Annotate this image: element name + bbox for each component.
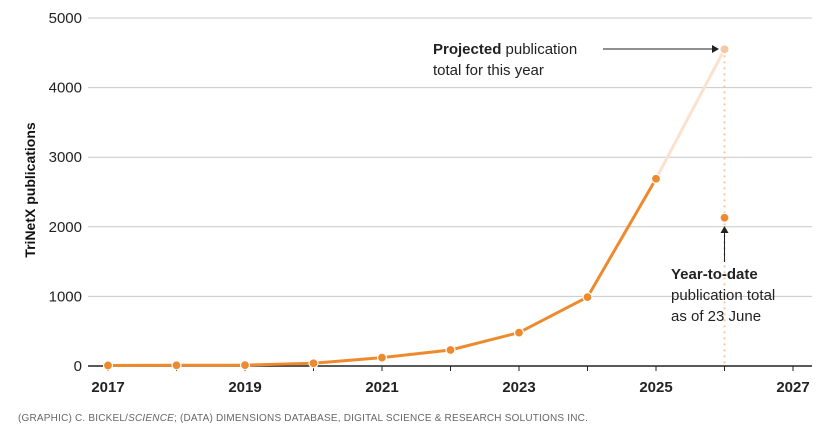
x-tick-label-2019: 2019 <box>228 379 261 396</box>
year-to-date-point <box>719 212 730 223</box>
y-tick-label-0: 0 <box>74 358 82 375</box>
y-tick-labels: 0 1000 2000 3000 4000 5000 <box>49 10 82 375</box>
x-tick-label-2023: 2023 <box>502 379 535 396</box>
x-tick-label-2017: 2017 <box>91 379 124 396</box>
credit-part1: (GRAPHIC) C. BICKEL/ <box>18 413 129 424</box>
annotation-projected-rest: publication <box>501 41 577 58</box>
credit-part3: ; (DATA) DIMENSIONS DATABASE, DIGITAL SC… <box>174 413 589 424</box>
series-line <box>107 178 658 367</box>
data-point-2018 <box>171 360 182 371</box>
y-tick-label-5000: 5000 <box>49 10 82 27</box>
annotation-projected-arrowhead <box>712 45 719 53</box>
data-point-2022 <box>445 344 456 356</box>
annotation-projected-line2: total for this year <box>433 62 544 79</box>
series-lines <box>107 48 726 367</box>
annotation-projected-line1: Projected publication <box>433 41 577 58</box>
data-point-2017 <box>102 360 114 371</box>
data-point-2023 <box>513 327 525 338</box>
annotation-ytd-arrowhead <box>720 226 729 233</box>
projected-segment <box>654 48 726 180</box>
data-point-2024 <box>582 291 593 303</box>
annotation-ytd-line1: Year-to-date <box>671 266 758 283</box>
annotation-ytd-line2: publication total <box>671 287 775 304</box>
y-tick-label-1000: 1000 <box>49 288 82 305</box>
y-tick-label-4000: 4000 <box>49 80 82 97</box>
y-tick-label-2000: 2000 <box>49 219 82 236</box>
annotations: Projected publication total for this yea… <box>433 41 775 325</box>
projected-point <box>719 44 730 55</box>
y-tick-label-3000: 3000 <box>49 149 82 166</box>
y-axis-label: TriNetX publications <box>22 122 38 258</box>
grid-lines <box>88 17 812 297</box>
credit-part2: SCIENCE <box>128 413 174 424</box>
x-tick-label-2027: 2027 <box>776 379 809 396</box>
x-tick-label-2025: 2025 <box>639 379 672 396</box>
data-point-2019 <box>239 360 251 371</box>
data-point-2020 <box>308 358 319 369</box>
data-point-2021 <box>376 352 388 363</box>
x-tick-label-2021: 2021 <box>365 379 398 396</box>
data-point-2025 <box>650 173 662 184</box>
annotation-projected-bold: Projected <box>433 41 501 58</box>
annotation-ytd-line3: as of 23 June <box>671 308 761 325</box>
x-tick-labels: 2017 2019 2021 2023 2025 2027 <box>91 379 809 396</box>
source-credit: (GRAPHIC) C. BICKEL/SCIENCE; (DATA) DIME… <box>18 413 588 424</box>
series-points <box>102 44 730 371</box>
